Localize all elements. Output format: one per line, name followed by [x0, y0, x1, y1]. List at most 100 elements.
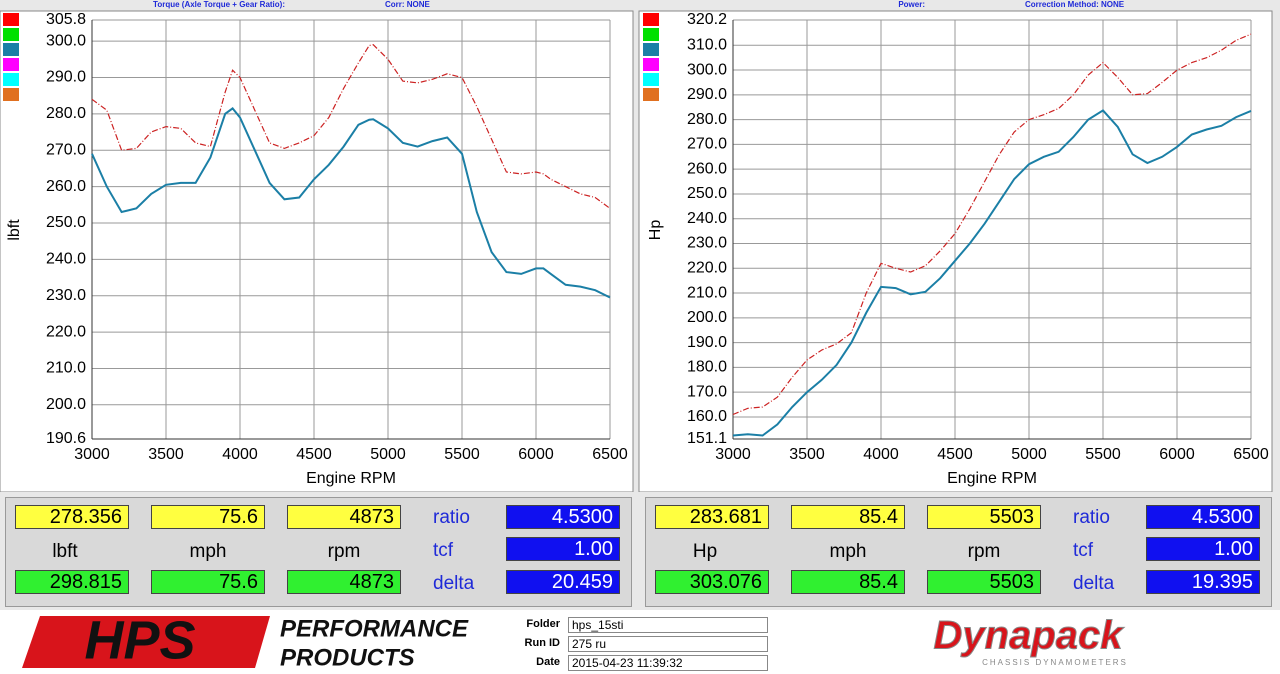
y-tick-label: 190.0	[687, 334, 727, 351]
chart-header: Corr: NONE	[385, 0, 431, 9]
y-tick-label: 230.0	[46, 287, 86, 304]
x-tick-label: 3500	[789, 446, 825, 463]
chart-header: Correction Method: NONE	[1025, 0, 1125, 9]
readout-value: 298.815	[15, 570, 129, 594]
y-tick-label: 240.0	[46, 251, 86, 268]
logo-line: PRODUCTS	[280, 644, 415, 671]
field-label: Date	[536, 656, 560, 668]
param-value: 19.395	[1146, 570, 1260, 594]
readout-unit: mph	[829, 541, 867, 562]
readout-unit: Hp	[692, 541, 718, 562]
x-axis-title: Engine RPM	[306, 470, 396, 487]
legend-swatches	[3, 13, 659, 101]
param-label: tcf	[433, 540, 454, 561]
series-line	[91, 107, 611, 299]
param-value: 4.5300	[506, 505, 620, 529]
readout-unit: rpm	[967, 541, 1001, 562]
param-label: delta	[433, 573, 475, 594]
y-tick-label: 230.0	[687, 235, 727, 252]
x-tick-label: 5500	[444, 446, 480, 463]
logos: HPS PERFORMANCE PRODUCTS Dynapack CHASSI…	[22, 610, 1128, 671]
y-axis-title: Hp	[647, 220, 664, 241]
readout-value: 4873	[287, 570, 401, 594]
chart-header: Torque (Axle Torque + Gear Ratio):	[153, 0, 285, 9]
x-tick-label: 6500	[592, 446, 628, 463]
y-tick-label: 250.0	[687, 185, 727, 202]
x-tick-label: 3000	[74, 446, 110, 463]
field-value: 275 ru	[568, 636, 768, 652]
series-line	[732, 33, 1252, 416]
readout-unit: rpm	[327, 541, 361, 562]
x-axis-title: Engine RPM	[947, 470, 1037, 487]
y-tick-label: 280.0	[46, 105, 86, 122]
hps-logo-bg	[22, 616, 270, 668]
x-tick-label: 4500	[937, 446, 973, 463]
param-value: 1.00	[1146, 537, 1260, 561]
y-tick-label: 270.0	[687, 136, 727, 153]
y-tick-label: 300.0	[46, 32, 86, 49]
y-axis-title: lbft	[6, 219, 23, 241]
readout-value: 5503	[927, 505, 1041, 529]
y-tick-label: 210.0	[46, 360, 86, 377]
y-tick-label: 190.6	[46, 430, 86, 447]
y-tick-label: 260.0	[687, 160, 727, 177]
y-tick-label: 260.0	[46, 178, 86, 195]
y-tick-label: 220.0	[687, 259, 727, 276]
y-tick-label: 305.8	[46, 11, 86, 28]
y-tick-label: 240.0	[687, 210, 727, 227]
x-tick-label: 4000	[863, 446, 899, 463]
y-tick-label: 310.0	[687, 36, 727, 53]
y-tick-label: 170.0	[687, 383, 727, 400]
readout-value: 85.4	[791, 570, 905, 594]
y-tick-label: 210.0	[687, 284, 727, 301]
x-tick-label: 6000	[1159, 446, 1195, 463]
param-value: 20.459	[506, 570, 620, 594]
param-label: ratio	[433, 507, 470, 528]
series-line	[91, 44, 611, 209]
field-label: Run ID	[524, 637, 560, 649]
y-tick-label: 160.0	[687, 408, 727, 425]
param-label: ratio	[1073, 507, 1110, 528]
chart-frame	[0, 10, 634, 492]
hps-logo: HPS	[84, 610, 195, 670]
y-tick-label: 290.0	[46, 69, 86, 86]
x-tick-label: 3500	[148, 446, 184, 463]
x-tick-label: 4500	[296, 446, 332, 463]
y-tick-label: 151.1	[687, 430, 727, 447]
y-tick-label: 200.0	[687, 309, 727, 326]
readout-value: 85.4	[791, 505, 905, 529]
footer: HPS PERFORMANCE PRODUCTS Dynapack CHASSI…	[0, 610, 1280, 674]
field-label: Folder	[526, 618, 560, 630]
charts: Torque (Axle Torque + Gear Ratio): Corr: …	[0, 0, 1280, 492]
param-value: 4.5300	[1146, 505, 1260, 529]
field-value: hps_15sti	[568, 617, 768, 633]
readout-value: 75.6	[151, 505, 265, 529]
brand-tagline: CHASSIS DYNAMOMETERS	[982, 658, 1128, 667]
readout-value: 278.356	[15, 505, 129, 529]
x-tick-label: 6500	[1233, 446, 1269, 463]
y-tick-label: 250.0	[46, 214, 86, 231]
y-tick-label: 320.2	[687, 11, 727, 28]
readout-value: 283.681	[655, 505, 769, 529]
y-tick-label: 200.0	[46, 396, 86, 413]
x-tick-label: 6000	[518, 446, 554, 463]
x-tick-label: 5500	[1085, 446, 1121, 463]
header-bar	[0, 0, 1280, 12]
readout-value: 303.076	[655, 570, 769, 594]
x-tick-label: 5000	[370, 446, 406, 463]
param-value: 1.00	[506, 537, 620, 561]
readout-unit: lbft	[52, 541, 78, 562]
y-tick-label: 220.0	[46, 323, 86, 340]
param-label: tcf	[1073, 540, 1094, 561]
series-line	[732, 109, 1252, 437]
param-label: delta	[1073, 573, 1115, 594]
y-tick-label: 290.0	[687, 86, 727, 103]
x-tick-label: 3000	[715, 446, 751, 463]
field-value: 2015-04-23 11:39:32	[568, 655, 768, 671]
readout-value: 75.6	[151, 570, 265, 594]
y-tick-label: 280.0	[687, 111, 727, 128]
readout-unit: mph	[189, 541, 227, 562]
readout-value: 5503	[927, 570, 1041, 594]
x-tick-label: 4000	[222, 446, 258, 463]
